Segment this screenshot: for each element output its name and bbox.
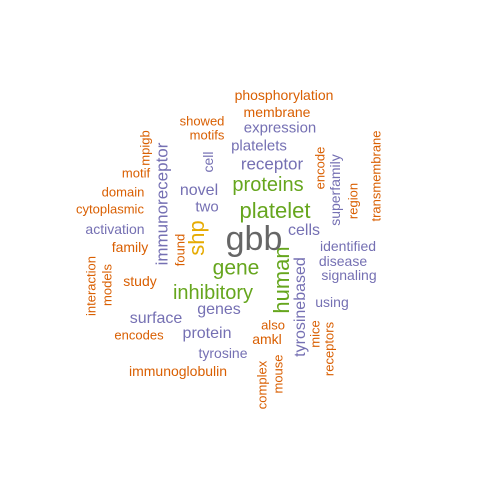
- word-mpigb: mpigb: [137, 130, 153, 166]
- word-family: family: [111, 239, 149, 255]
- word-platelets: platelets: [231, 137, 287, 155]
- word-receptors: receptors: [321, 321, 337, 377]
- word-human: human: [269, 246, 294, 314]
- word-shp: shp: [184, 220, 209, 256]
- word-encodes: encodes: [114, 327, 164, 343]
- word-two: two: [195, 198, 219, 216]
- word-cells: cells: [287, 222, 321, 239]
- word-genes: genes: [197, 301, 241, 318]
- word-receptor: receptor: [240, 154, 304, 174]
- word-found: found: [172, 233, 188, 267]
- word-complex: complex: [254, 360, 270, 410]
- word-tyrosine: tyrosine: [198, 345, 248, 361]
- word-amkl: amkl: [252, 331, 282, 347]
- word-phosphorylation: phosphorylation: [234, 87, 334, 103]
- word-showed: showed: [179, 113, 225, 129]
- word-platelet: platelet: [239, 198, 311, 223]
- word-study: study: [123, 273, 157, 289]
- word-models: models: [99, 264, 115, 306]
- word-novel: novel: [179, 182, 219, 199]
- word-identified: identified: [319, 238, 377, 254]
- word-also: also: [261, 317, 285, 333]
- word-motifs: motifs: [189, 127, 225, 143]
- word-cytoplasmic: cytoplasmic: [76, 201, 144, 217]
- word-inhibitory: inhibitory: [172, 282, 254, 304]
- word-protein: protein: [182, 325, 232, 342]
- word-mouse: mouse: [270, 354, 286, 394]
- word-gbb: gbb: [225, 220, 283, 258]
- word-surface: surface: [129, 310, 183, 327]
- word-cell: cell: [200, 151, 216, 173]
- word-transmembrane: transmembrane: [368, 130, 384, 222]
- word-gene: gene: [212, 256, 260, 280]
- word-superfamily: superfamily: [327, 154, 343, 226]
- word-expression: expression: [243, 119, 317, 137]
- word-interaction: interaction: [83, 256, 99, 316]
- word-proteins: proteins: [232, 174, 304, 196]
- word-immunoglobulin: immunoglobulin: [128, 363, 228, 379]
- word-domain: domain: [101, 184, 145, 200]
- word-disease: disease: [318, 253, 368, 269]
- word-activation: activation: [85, 221, 145, 237]
- word-mice: mice: [307, 320, 323, 348]
- word-membrane: membrane: [243, 104, 311, 120]
- word-immunoreceptor: immunoreceptor: [152, 142, 172, 266]
- word-motif: motif: [121, 165, 151, 181]
- word-signaling: signaling: [321, 267, 377, 283]
- word-region: region: [345, 182, 361, 220]
- word-encode: encode: [312, 146, 328, 190]
- word-using: using: [315, 294, 349, 310]
